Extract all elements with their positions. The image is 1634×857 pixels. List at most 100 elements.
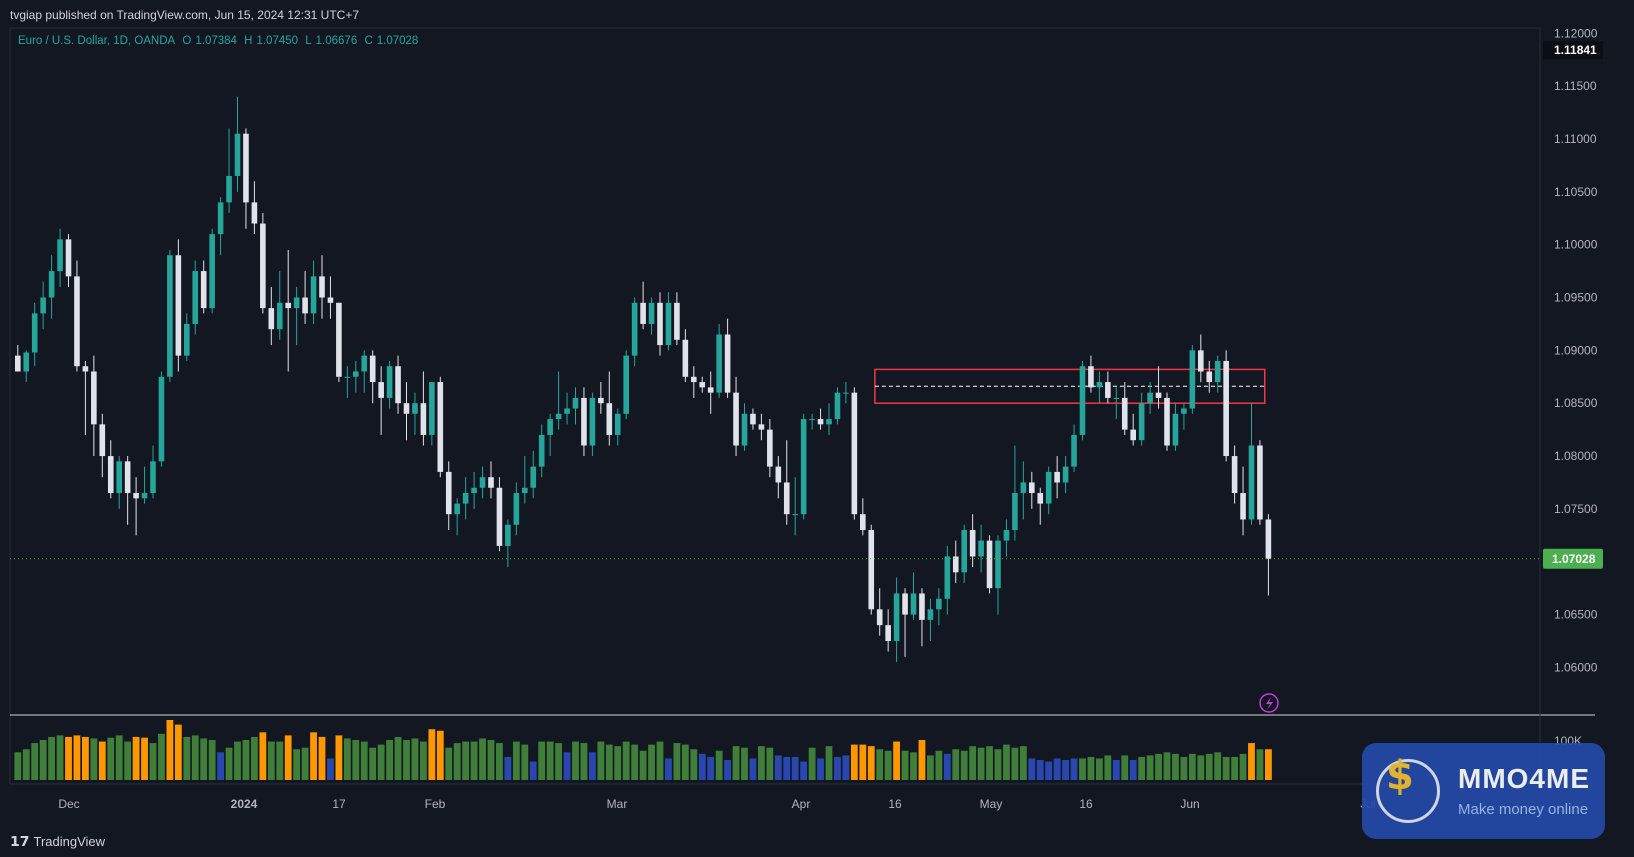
candle-body [834, 392, 841, 420]
tradingview-logo[interactable]: 𝟭𝟳 TradingView [10, 833, 105, 850]
candle-body [724, 334, 731, 393]
candle-body [826, 419, 832, 425]
candle-body [1198, 350, 1204, 372]
candle [750, 408, 756, 430]
time-axis[interactable]: Dec202417FebMarApr16May16JunJul [58, 797, 1375, 811]
volume-bar [1003, 744, 1010, 780]
candle-body [767, 429, 773, 467]
candle [124, 456, 131, 525]
volume-bar [267, 741, 275, 780]
candle [268, 286, 275, 346]
candle [598, 382, 604, 414]
candle-body [733, 392, 739, 446]
candle-body [445, 471, 452, 515]
volume-bar [462, 741, 470, 780]
volume-bar [132, 736, 140, 780]
candle [91, 355, 97, 457]
candle [445, 461, 452, 531]
volume-bar [893, 741, 900, 780]
candle-body [927, 609, 934, 620]
symbol-name[interactable]: Euro / U.S. Dollar, 1D, OANDA [18, 35, 176, 47]
candle [1054, 456, 1060, 499]
candle [31, 302, 38, 367]
volume-bar [631, 744, 639, 780]
volume-bar [403, 740, 410, 780]
candle [361, 350, 368, 393]
candle [902, 588, 908, 657]
candle [192, 260, 199, 335]
volume-bar [935, 750, 943, 780]
open-value: 1.07384 [195, 35, 237, 47]
range-box[interactable] [874, 368, 1266, 404]
volume-bar [1222, 756, 1230, 780]
last-price-badge [1543, 548, 1603, 569]
candle [285, 249, 291, 372]
candle [707, 371, 714, 414]
price-tick-label: 1.06500 [1554, 608, 1598, 622]
volume-bar [1163, 752, 1171, 780]
volume-bar [420, 741, 427, 780]
volume-bar [538, 741, 546, 780]
time-tick-label: 2024 [231, 797, 258, 811]
volume-bar [639, 750, 647, 780]
price-axis[interactable]: 1.12000 1.11500 1.11000 1.10500 1.10000 1.095… [1543, 26, 1603, 748]
volume-bar [850, 744, 858, 780]
candle-body [1155, 392, 1162, 398]
candle [1079, 360, 1086, 441]
volume-bar [377, 744, 385, 780]
volume-bar [986, 746, 993, 780]
candle-body [919, 593, 925, 620]
candle-body [691, 376, 697, 383]
candle [65, 234, 72, 287]
candle [623, 350, 629, 420]
time-tick-label: 16 [1079, 797, 1093, 811]
candle [530, 450, 537, 499]
volume-bar [884, 750, 892, 780]
volume-bar [436, 730, 444, 780]
candle-body [547, 419, 553, 435]
candle [522, 456, 528, 504]
candle-body [82, 366, 89, 372]
candle [682, 329, 689, 383]
watermark-name: MMO4ME [1458, 763, 1590, 794]
volume-bar [766, 747, 774, 780]
volume-bar [504, 756, 512, 780]
candle-body [1138, 403, 1145, 441]
candle [1214, 355, 1221, 393]
candle [893, 577, 900, 663]
candle-body [1012, 493, 1018, 531]
volume-bar [724, 760, 731, 780]
candle [834, 387, 841, 425]
candle [1223, 350, 1229, 462]
candle-body [598, 397, 604, 404]
time-tick-label: Apr [792, 797, 811, 811]
candle-body [1147, 392, 1153, 404]
volume-bar [65, 736, 72, 780]
candle [733, 376, 739, 457]
volume-bar [115, 735, 123, 780]
volume-bar [580, 743, 588, 780]
volume-bar [318, 736, 326, 780]
lightning-icon[interactable] [1259, 693, 1279, 713]
candle [665, 292, 672, 351]
volume-bar [73, 735, 81, 780]
volume-bar [1256, 749, 1264, 780]
volume-bar [1239, 753, 1247, 780]
candle [420, 371, 427, 446]
candle-body [581, 397, 587, 446]
candle-body [327, 297, 334, 303]
candle [674, 292, 680, 346]
volume-bar [783, 756, 791, 780]
price-tick-label: 1.08000 [1554, 449, 1598, 463]
volume-bar [563, 752, 571, 780]
candle [952, 540, 959, 583]
candle [260, 212, 266, 314]
candle [1020, 461, 1027, 520]
candle [454, 498, 460, 536]
candle-body [276, 302, 283, 330]
candle-body [437, 382, 444, 472]
candles [15, 96, 1272, 663]
candle-body [1257, 445, 1263, 520]
candle-body [158, 376, 165, 462]
